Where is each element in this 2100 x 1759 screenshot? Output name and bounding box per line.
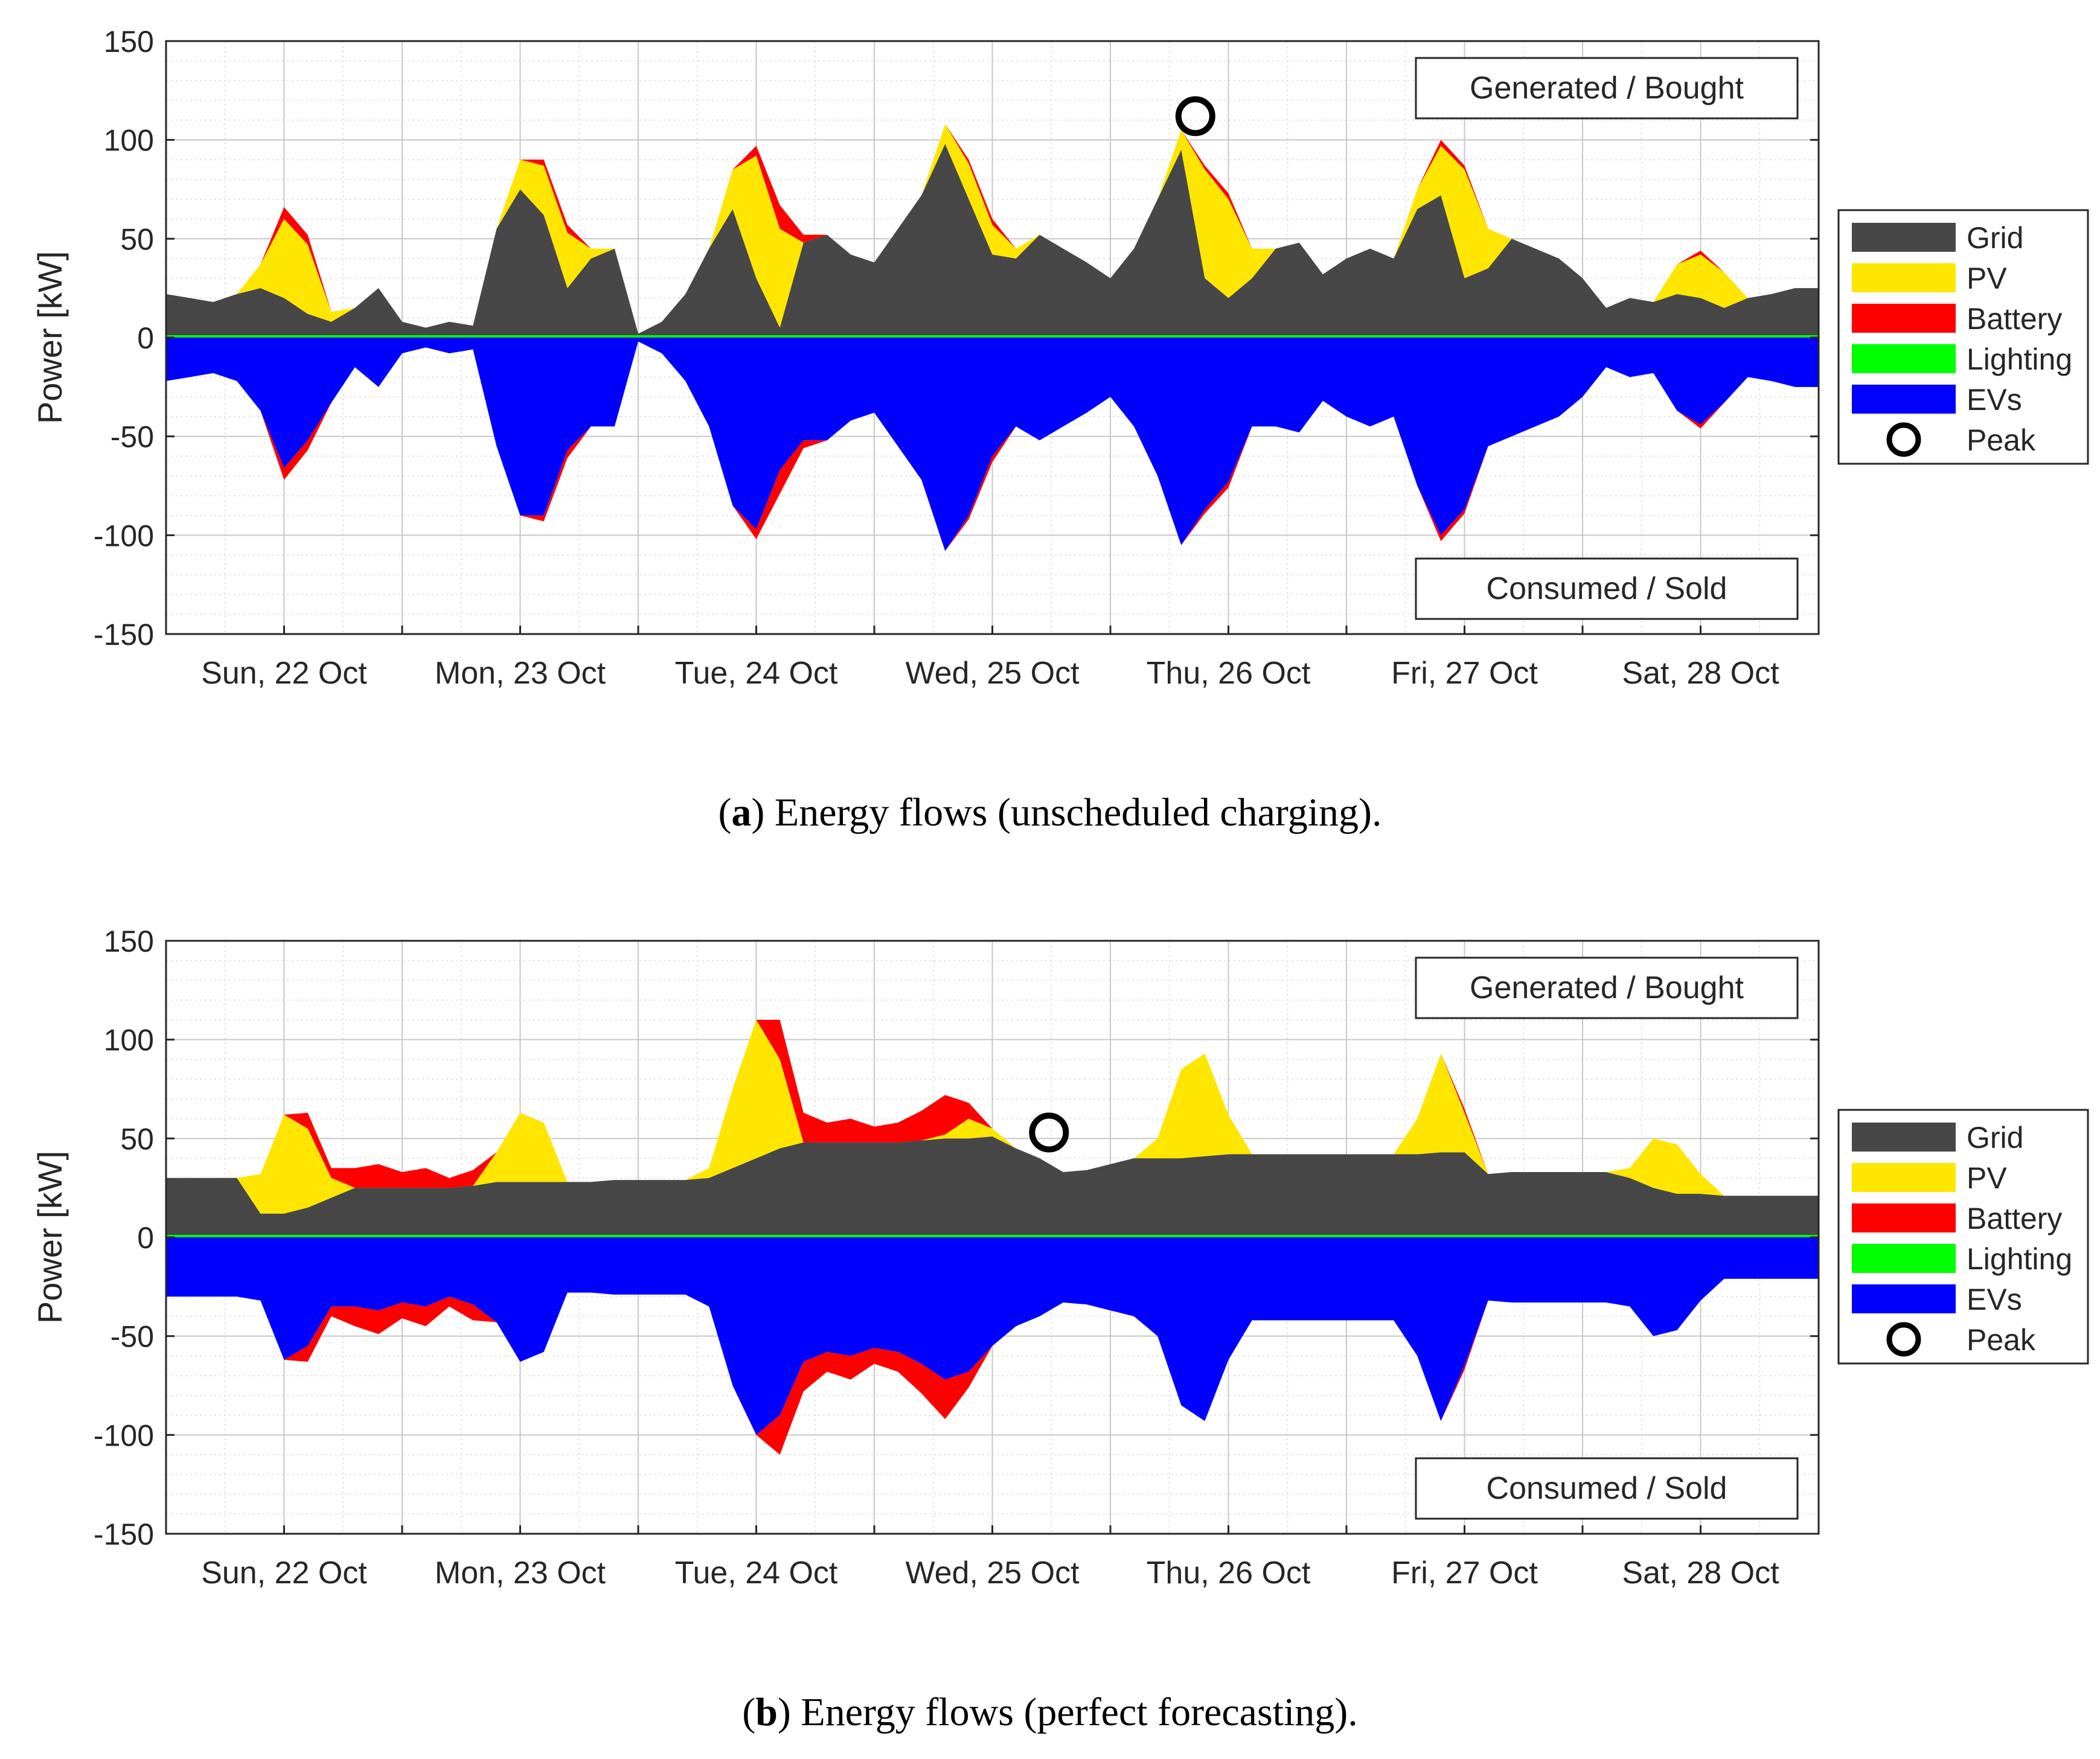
annotation-consumed-sold: Consumed / Sold (1487, 571, 1727, 606)
x-tick-label: Sun, 22 Oct (201, 1556, 367, 1591)
caption-b: (b) Energy flows (perfect forecasting). (742, 1690, 1358, 1734)
x-tick-label: Wed, 25 Oct (905, 1556, 1080, 1591)
x-tick-label: Mon, 23 Oct (435, 656, 606, 691)
series-area-grid (166, 144, 1819, 338)
series-area-pv (166, 1019, 1819, 1214)
legend-label-pv: PV (1967, 261, 2007, 295)
series-area-battery-negative (166, 341, 1819, 551)
y-tick-label: 50 (120, 222, 154, 256)
legend-label-lighting: Lighting (1967, 1242, 2072, 1276)
legend-swatch-battery (1852, 1203, 1956, 1232)
x-tick-label: Sat, 28 Oct (1622, 656, 1779, 691)
annotation-generated-bought: Generated / Bought (1470, 71, 1744, 106)
annotation-box-top (1415, 57, 1799, 120)
series-area-evs (166, 1237, 1819, 1435)
series-area-grid (166, 1136, 1819, 1237)
y-tick-label: -100 (94, 1418, 154, 1452)
legend-label-lighting: Lighting (1967, 342, 2072, 376)
y-tick-label: 100 (104, 1024, 154, 1057)
x-tick-label: Fri, 27 Oct (1391, 1556, 1538, 1591)
caption-a-letter: a (731, 790, 752, 835)
y-tick-label: -100 (94, 519, 154, 553)
y-tick-label: 0 (137, 321, 154, 355)
chart-panel-b: 150 100 50 0 -50 -100 -150 Sun, 22 Oct Mon, 23 O… (31, 924, 2089, 1591)
legend-swatch-pv (1852, 1163, 1956, 1192)
legend-swatch-lighting (1852, 1244, 1956, 1273)
y-tick-label: 100 (104, 124, 154, 158)
x-tick-label: Sun, 22 Oct (201, 656, 367, 691)
legend-label-pv: PV (1967, 1161, 2007, 1195)
y-tick-label: 150 (104, 25, 154, 59)
y-tick-label: -50 (110, 1320, 154, 1354)
legend-swatch-peak (1886, 1322, 1921, 1357)
legend-swatch-grid (1852, 223, 1956, 252)
x-tick-label: Thu, 26 Oct (1147, 656, 1311, 691)
legend-label-peak: Peak (1967, 1323, 2036, 1357)
x-tick-label: Mon, 23 Oct (435, 1556, 606, 1591)
legend-label-grid: Grid (1967, 221, 2023, 255)
caption-a: (a) Energy flows (unscheduled charging). (718, 790, 1382, 835)
legend-swatch-battery (1852, 304, 1956, 333)
y-axis-label: Power [kW] (31, 1151, 69, 1324)
annotation-box-bottom (1415, 1457, 1799, 1520)
legend: Grid PV Battery Lighting EVs Peak (1837, 1109, 2089, 1365)
chart-panel-a: 150 100 50 0 -50 -100 -150 Sun, 22 Oct Mon, 23 O… (31, 25, 2089, 691)
y-tick-label: -150 (94, 1517, 154, 1551)
caption-b-text: Energy flows (perfect forecasting). (801, 1690, 1358, 1734)
series-area-battery (166, 124, 1819, 334)
legend-label-battery: Battery (1967, 302, 2062, 336)
series-area-pv (166, 124, 1819, 334)
x-tick-label: Thu, 26 Oct (1147, 1556, 1311, 1591)
legend-label-battery: Battery (1967, 1202, 2062, 1235)
annotation-consumed-sold: Consumed / Sold (1487, 1471, 1727, 1506)
y-tick-label: 50 (120, 1122, 154, 1156)
legend-label-evs: EVs (1967, 1283, 2022, 1316)
legend-frame (1837, 1109, 2089, 1365)
x-tick-label: Tue, 24 Oct (675, 1556, 838, 1591)
caption-a-text: Energy flows (unscheduled charging). (774, 790, 1382, 835)
legend-label-evs: EVs (1967, 383, 2022, 417)
y-tick-label: -150 (94, 618, 154, 652)
peak-marker (1029, 1112, 1069, 1153)
y-axis-label: Power [kW] (31, 251, 69, 424)
peak-marker (1175, 96, 1215, 136)
x-tick-label: Wed, 25 Oct (905, 656, 1080, 691)
legend-swatch-grid (1852, 1123, 1956, 1152)
legend: Grid PV Battery Lighting EVs Peak (1837, 209, 2089, 465)
legend-swatch-evs (1852, 385, 1956, 414)
legend-swatch-peak (1886, 422, 1921, 457)
x-tick-label: Sat, 28 Oct (1622, 1556, 1779, 1591)
series-area-evs (166, 338, 1819, 551)
legend-swatch-lighting (1852, 344, 1956, 373)
legend-swatch-pv (1852, 263, 1956, 292)
legend-label-peak: Peak (1967, 423, 2036, 457)
y-tick-label: -50 (110, 420, 154, 454)
x-tick-label: Tue, 24 Oct (675, 656, 838, 691)
legend-swatch-evs (1852, 1284, 1956, 1313)
legend-label-grid: Grid (1967, 1121, 2023, 1155)
x-tick-label: Fri, 27 Oct (1391, 656, 1538, 691)
legend-frame (1837, 209, 2089, 465)
annotation-box-bottom (1415, 557, 1799, 620)
caption-b-letter: b (755, 1690, 778, 1734)
annotation-box-top (1415, 956, 1799, 1019)
y-tick-label: 150 (104, 924, 154, 958)
y-tick-label: 0 (137, 1221, 154, 1255)
annotation-generated-bought: Generated / Bought (1470, 970, 1744, 1005)
